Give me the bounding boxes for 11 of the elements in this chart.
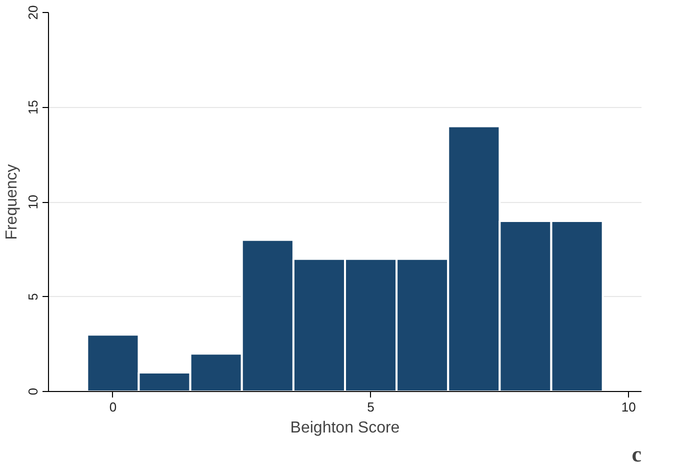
y-tick-label: 5	[26, 293, 40, 300]
x-tick-label: 0	[109, 400, 117, 414]
y-tick-label: 15	[26, 100, 40, 114]
y-axis-title: Frequency	[4, 164, 20, 240]
x-axis-title: Beighton Score	[290, 420, 400, 436]
text: c	[632, 442, 642, 466]
x-tick-label: 5	[367, 400, 374, 414]
y-tick-label: 10	[26, 194, 40, 210]
x-tick-label: 10	[621, 400, 636, 414]
y-tick-label: 20	[26, 5, 40, 20]
y-tick-label: 0	[26, 388, 40, 396]
